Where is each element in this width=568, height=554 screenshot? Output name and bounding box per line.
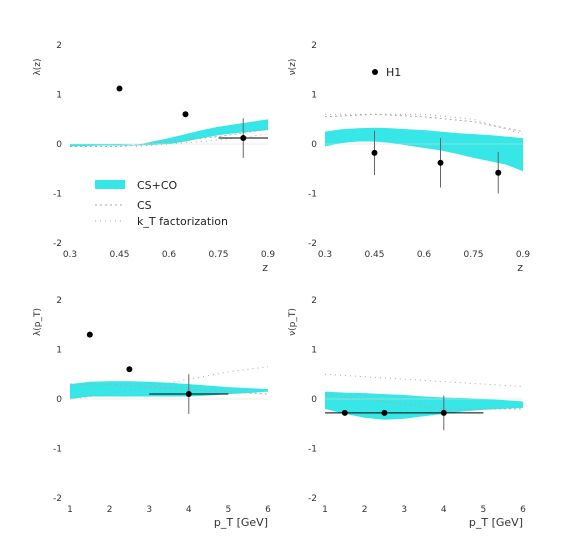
data-point — [182, 111, 189, 118]
x-tick-label: 0.45 — [109, 250, 129, 260]
x-tick-label: 0.75 — [463, 250, 483, 260]
y-tick-label: -2 — [53, 494, 62, 504]
data-point — [240, 135, 247, 142]
y-tick-label: 2 — [311, 296, 317, 306]
legend-label-cs-co: CS+CO — [137, 179, 178, 192]
cs-co-band — [70, 119, 268, 147]
y-tick-label: -1 — [308, 445, 317, 455]
kt-line — [324, 373, 524, 388]
x-axis-label: z — [262, 261, 268, 274]
x-tick-label: 6 — [265, 505, 271, 515]
panel-p3: -2 -1 0 1 2 1 2 3 4 5 6 λ(p_T) p_T [GeV] — [33, 296, 271, 529]
x-tick-label: 0.9 — [261, 250, 276, 260]
y-tick-label: -2 — [308, 239, 317, 249]
x-tick-label: 5 — [226, 505, 232, 515]
y-axis-label: ν(z) — [288, 59, 298, 76]
x-axis-label: z — [517, 261, 523, 274]
data-point — [495, 169, 502, 176]
y-axis-label: λ(z) — [33, 58, 43, 75]
y-tick-label: 0 — [311, 140, 317, 150]
data-point — [341, 409, 348, 416]
x-axis-label: p_T [GeV] — [469, 516, 523, 529]
legend-label-cs: CS — [137, 199, 152, 212]
legend-h1-marker — [372, 69, 378, 75]
x-tick-label: 0.9 — [516, 250, 531, 260]
kt-line — [325, 113, 524, 135]
x-tick-label: 0.3 — [318, 250, 332, 260]
cs-co-band — [325, 127, 523, 172]
data-point — [437, 159, 444, 166]
data-point — [381, 409, 388, 416]
x-tick-label: 4 — [441, 505, 447, 515]
x-tick-label: 0.45 — [364, 250, 384, 260]
cs-line — [70, 383, 269, 395]
legend-label-h1: H1 — [386, 66, 401, 79]
x-tick-label: 0.75 — [208, 250, 228, 260]
x-tick-label: 0.3 — [63, 250, 77, 260]
x-tick-label: 1 — [67, 505, 73, 515]
y-tick-label: 0 — [56, 395, 62, 405]
data-point — [116, 85, 123, 92]
data-point — [185, 391, 192, 398]
y-tick-label: 2 — [311, 41, 317, 51]
y-tick-label: -1 — [53, 190, 62, 200]
x-tick-label: 3 — [401, 505, 407, 515]
data-point — [371, 149, 378, 156]
cs-co-band — [70, 381, 268, 399]
x-tick-label: 2 — [362, 505, 368, 515]
y-tick-label: -2 — [308, 494, 317, 504]
legend: CS+CO CS k_T factorization H1 — [95, 66, 401, 228]
kt-line — [69, 366, 269, 400]
data-point — [126, 366, 133, 373]
y-tick-label: 1 — [311, 91, 317, 101]
data-point — [440, 409, 447, 416]
y-tick-label: 1 — [56, 91, 62, 101]
y-tick-label: 2 — [56, 41, 62, 51]
x-tick-label: 3 — [146, 505, 152, 515]
panel-p4: -2 -1 0 1 2 1 2 3 4 5 6 ν(p_T) p_T [GeV] — [288, 296, 526, 529]
y-tick-label: 2 — [56, 296, 62, 306]
cs-line — [324, 393, 523, 410]
panel-p2: -2 -1 0 1 2 0.3 0.45 0.6 0.75 0.9 ν(z) z — [288, 41, 530, 274]
y-tick-label: -2 — [53, 239, 62, 249]
legend-label-kt: k_T factorization — [137, 215, 228, 228]
panel-p1: -2 -1 0 1 2 0.3 0.45 0.6 0.75 0.9 λ(z) z — [33, 41, 275, 274]
x-axis-label: p_T [GeV] — [214, 516, 268, 529]
y-tick-label: 1 — [56, 346, 62, 356]
x-tick-label: 2 — [107, 505, 113, 515]
x-tick-label: 6 — [520, 505, 526, 515]
y-tick-label: -1 — [53, 445, 62, 455]
y-tick-label: 0 — [311, 395, 317, 405]
x-tick-label: 0.6 — [417, 250, 432, 260]
y-tick-label: -1 — [308, 190, 317, 200]
y-tick-label: 0 — [56, 140, 62, 150]
data-point — [86, 331, 93, 338]
y-axis-label: λ(p_T) — [33, 308, 43, 336]
cs-line — [324, 113, 524, 133]
legend-swatch-cs-co — [95, 180, 125, 189]
x-tick-label: 5 — [481, 505, 487, 515]
x-tick-label: 4 — [186, 505, 192, 515]
cs-line — [70, 128, 269, 147]
y-axis-label: ν(p_T) — [288, 308, 298, 336]
x-tick-label: 1 — [322, 505, 328, 515]
x-tick-label: 0.6 — [162, 250, 177, 260]
cs-co-band — [325, 391, 523, 420]
kt-line — [135, 133, 269, 147]
y-tick-label: 1 — [311, 346, 317, 356]
